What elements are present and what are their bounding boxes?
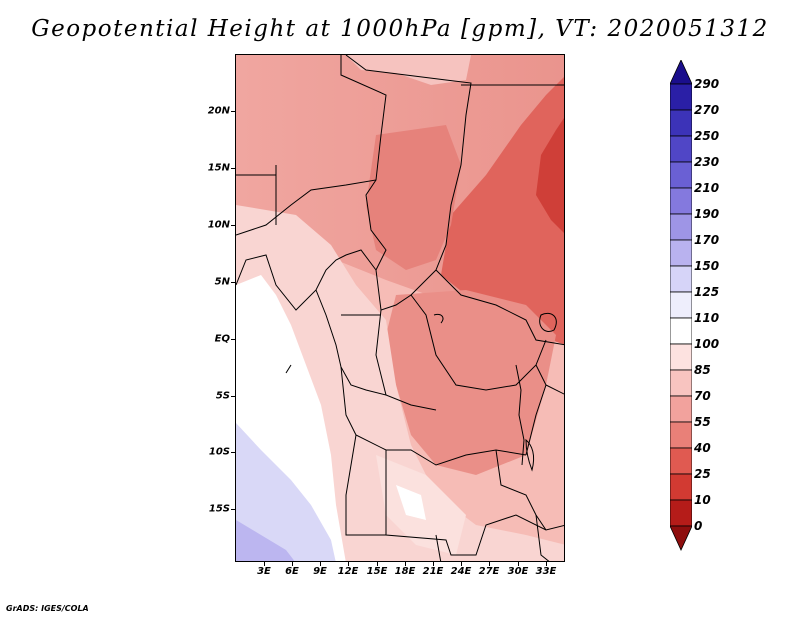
colorbar-segment xyxy=(670,109,692,137)
field-sw-low xyxy=(236,423,336,561)
lat-label-10n: 10N xyxy=(207,219,230,231)
lat-tick xyxy=(231,396,235,397)
field-south-white xyxy=(396,485,426,520)
grads-credit: GrADS: IGES/COLA xyxy=(6,604,89,613)
colorbar-label: 25 xyxy=(694,467,711,481)
colorbar-top-arrow xyxy=(670,60,692,85)
colorbar-label: 55 xyxy=(694,415,711,429)
colorbar-label: 230 xyxy=(694,155,720,169)
lon-label-30e: 30E xyxy=(507,566,529,577)
colorbar-label: 190 xyxy=(694,207,720,221)
lon-tick xyxy=(292,562,293,566)
colorbar-label: 0 xyxy=(694,519,703,533)
colorbar-segment xyxy=(670,265,692,293)
lon-tick xyxy=(489,562,490,566)
lon-tick xyxy=(433,562,434,566)
lat-label-15s: 15S xyxy=(208,503,230,515)
field-sw-lower xyxy=(236,520,295,561)
field-east-peak xyxy=(536,118,564,233)
lat-tick xyxy=(231,168,235,169)
lon-label-9e: 9E xyxy=(313,566,327,577)
lat-label-10s: 10S xyxy=(208,446,230,458)
colorbar-segment xyxy=(670,473,692,501)
geopotential-map xyxy=(236,55,564,561)
field-libya-patch xyxy=(346,55,471,85)
field-chad-car xyxy=(366,125,461,270)
lon-tick xyxy=(546,562,547,566)
lakes xyxy=(285,312,557,472)
field-congo xyxy=(386,290,556,475)
lat-tick xyxy=(231,282,235,283)
colorbar-label: 40 xyxy=(694,441,711,455)
map-panel xyxy=(235,54,565,562)
lat-label-20n: 20N xyxy=(207,105,230,117)
lat-tick xyxy=(231,339,235,340)
lon-label-3e: 3E xyxy=(257,566,271,577)
colorbar-segment xyxy=(670,421,692,449)
country-borders xyxy=(236,55,564,561)
lat-tick xyxy=(231,111,235,112)
lon-label-12e: 12E xyxy=(337,566,359,577)
lat-label-5n: 5N xyxy=(214,276,230,288)
lat-label-5s: 5S xyxy=(215,390,230,402)
lon-label-27e: 27E xyxy=(478,566,500,577)
colorbar-bottom-arrow xyxy=(670,525,692,551)
lat-tick xyxy=(231,225,235,226)
colorbar-segment xyxy=(670,343,692,371)
colorbar-label: 150 xyxy=(694,259,720,273)
colorbar-label: 170 xyxy=(694,233,720,247)
lon-label-15e: 15E xyxy=(366,566,388,577)
colorbar-label: 110 xyxy=(694,311,720,325)
colorbar-segment xyxy=(670,447,692,475)
lon-label-21e: 21E xyxy=(422,566,444,577)
lon-label-6e: 6E xyxy=(285,566,299,577)
lon-label-33e: 33E xyxy=(535,566,557,577)
lon-tick xyxy=(518,562,519,566)
lat-tick xyxy=(231,509,235,510)
lat-tick xyxy=(231,452,235,453)
colorbar-label: 10 xyxy=(694,493,711,507)
field-east-high xyxy=(441,77,564,345)
colorbar-segment xyxy=(670,239,692,267)
colorbar-segment xyxy=(670,499,692,527)
lon-tick xyxy=(405,562,406,566)
map-title: Geopotential Height at 1000hPa [gpm], VT… xyxy=(31,16,769,42)
lon-tick xyxy=(320,562,321,566)
lon-tick xyxy=(461,562,462,566)
colorbar-segment xyxy=(670,291,692,319)
colorbar-label: 70 xyxy=(694,389,711,403)
colorbar-segment xyxy=(670,135,692,163)
colorbar-segment xyxy=(670,395,692,423)
colorbar-segment xyxy=(670,83,692,111)
colorbar-label: 125 xyxy=(694,285,720,299)
lat-label-eq: EQ xyxy=(214,333,230,345)
lon-label-24e: 24E xyxy=(450,566,472,577)
colorbar-segment xyxy=(670,213,692,241)
lon-label-18e: 18E xyxy=(394,566,416,577)
colorbar-segment xyxy=(670,317,692,345)
colorbar-label: 270 xyxy=(694,103,720,117)
colorbar-label: 290 xyxy=(694,77,720,91)
colorbar-segment xyxy=(670,369,692,397)
colorbar-label: 210 xyxy=(694,181,720,195)
colorbar-label: 250 xyxy=(694,129,720,143)
colorbar-segment xyxy=(670,187,692,215)
colorbar xyxy=(670,60,692,551)
lat-label-15n: 15N xyxy=(207,162,230,174)
colorbar-segment xyxy=(670,161,692,189)
lon-tick xyxy=(377,562,378,566)
lon-tick xyxy=(264,562,265,566)
colorbar-label: 85 xyxy=(694,363,711,377)
lon-tick xyxy=(348,562,349,566)
colorbar-label: 100 xyxy=(694,337,720,351)
